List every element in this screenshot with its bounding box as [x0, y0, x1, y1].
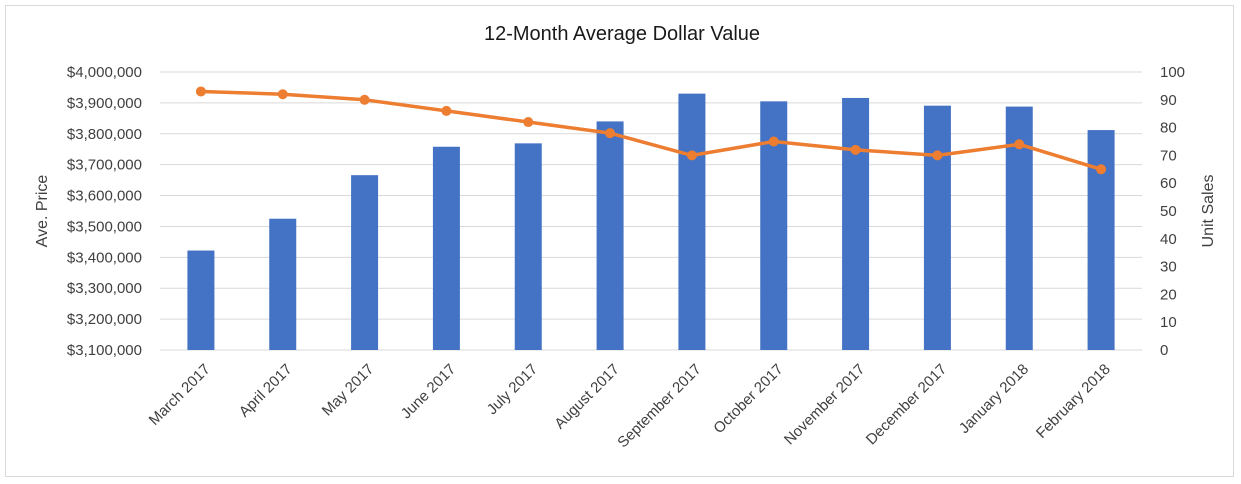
- right-tick-label: 90: [1160, 92, 1177, 109]
- x-tick-label: February 2018: [1033, 361, 1114, 442]
- line-point: [195, 86, 206, 97]
- left-axis-ticks: $3,100,000 $3,200,000 $3,300,000 $3,400,000…: [67, 64, 142, 359]
- left-tick-label: $3,800,000: [67, 126, 142, 143]
- line-point: [932, 150, 943, 161]
- x-tick-label: October 2017: [710, 361, 786, 437]
- bar: [187, 250, 215, 350]
- left-axis-title: Ave. Price: [34, 175, 51, 248]
- left-tick-label: $4,000,000: [67, 64, 142, 81]
- right-tick-label: 30: [1160, 259, 1177, 276]
- bar: [1087, 130, 1115, 350]
- bar: [842, 97, 870, 351]
- right-tick-label: 0: [1160, 342, 1168, 359]
- bar: [351, 175, 379, 350]
- left-tick-label: $3,900,000: [67, 95, 142, 112]
- line-point: [686, 150, 697, 161]
- right-tick-label: 100: [1160, 64, 1185, 81]
- line-point: [768, 136, 779, 147]
- gridlines: [160, 71, 1142, 351]
- bar: [596, 121, 624, 350]
- bar: [269, 218, 297, 350]
- line-point: [359, 94, 370, 105]
- line-point: [523, 117, 534, 128]
- line-point: [277, 89, 288, 100]
- x-tick-label: December 2017: [863, 361, 950, 448]
- right-tick-label: 70: [1160, 147, 1177, 164]
- right-tick-label: 40: [1160, 231, 1177, 248]
- line-point: [1096, 164, 1107, 175]
- right-axis-ticks: 0 10 20 30 40 50 60 70 80 90 100: [1160, 64, 1185, 359]
- line-point: [441, 105, 452, 116]
- series-line: [200, 89, 1102, 171]
- right-tick-label: 50: [1160, 203, 1177, 220]
- left-tick-label: $3,600,000: [67, 188, 142, 205]
- x-tick-label: April 2017: [236, 361, 296, 421]
- right-tick-label: 20: [1160, 286, 1177, 303]
- line-series: [195, 86, 1107, 175]
- bar: [678, 93, 706, 350]
- bar: [514, 143, 542, 350]
- bar: [923, 105, 951, 351]
- right-tick-label: 10: [1160, 314, 1177, 331]
- x-tick-label: June 2017: [398, 361, 460, 423]
- x-tick-label: May 2017: [319, 361, 378, 420]
- line-point: [1014, 139, 1025, 150]
- x-tick-label: November 2017: [781, 361, 868, 448]
- left-tick-label: $3,100,000: [67, 342, 142, 359]
- x-tick-label: January 2018: [956, 361, 1032, 437]
- x-tick-label: September 2017: [614, 361, 704, 451]
- right-axis-title: Unit Sales: [1200, 175, 1217, 248]
- line-point: [605, 128, 616, 139]
- right-tick-label: 60: [1160, 175, 1177, 192]
- right-tick-label: 80: [1160, 120, 1177, 137]
- x-tick-label: March 2017: [146, 361, 214, 429]
- left-tick-label: $3,300,000: [67, 280, 142, 297]
- bar-series: [187, 93, 1115, 351]
- x-tick-label: August 2017: [551, 361, 623, 433]
- line-point: [850, 144, 861, 155]
- x-tick-label: July 2017: [484, 361, 541, 418]
- left-tick-label: $3,700,000: [67, 157, 142, 174]
- left-tick-label: $3,400,000: [67, 249, 142, 266]
- left-tick-label: $3,500,000: [67, 218, 142, 235]
- bar: [432, 146, 460, 350]
- chart-title: 12-Month Average Dollar Value: [484, 23, 760, 45]
- left-tick-label: $3,200,000: [67, 311, 142, 328]
- x-axis-ticks: March 2017 April 2017 May 2017 June 2017 Jul…: [146, 361, 1114, 451]
